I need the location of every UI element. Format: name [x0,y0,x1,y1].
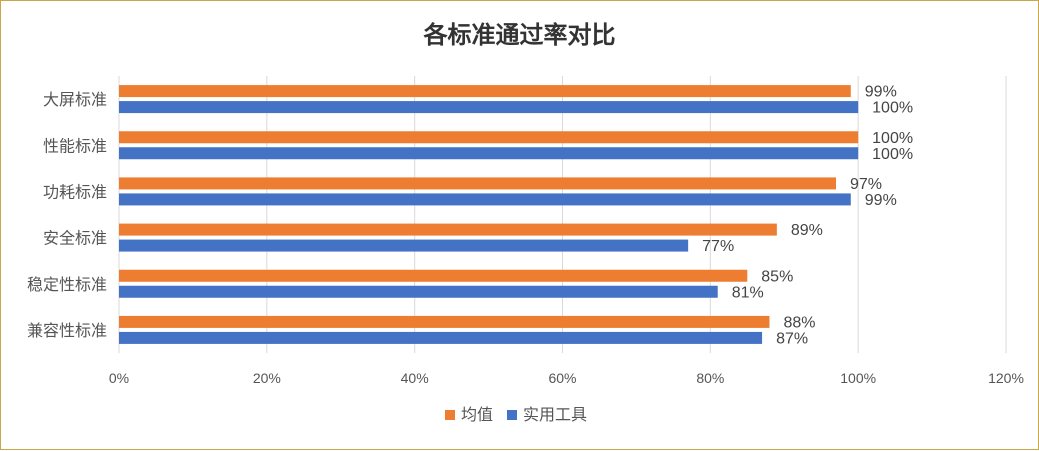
x-tick-label: 120% [988,370,1024,386]
x-tick-label: 0% [109,370,129,386]
data-label: 97% [850,176,882,193]
legend-swatch [507,410,517,420]
category-label: 大屏标准 [43,90,107,109]
data-label: 81% [732,284,764,301]
data-label: 88% [783,314,815,331]
data-label: 87% [776,330,808,347]
data-label: 100% [872,130,913,147]
bar [119,285,718,298]
legend-entry: 实用工具 [523,405,587,424]
chart-title: 各标准通过率对比 [423,20,616,49]
bar [119,177,836,190]
data-label: 100% [872,146,913,163]
bar [119,85,851,98]
x-tick-label: 100% [840,370,876,386]
x-tick-label: 80% [696,370,724,386]
bar [119,131,859,144]
data-label: 77% [702,238,734,255]
data-label: 100% [872,100,913,117]
category-label: 功耗标准 [43,182,107,201]
bar [119,101,859,114]
bar [119,269,748,282]
bar [119,331,763,344]
bar [119,193,851,206]
labels: 0% 20% 40% 60% 80% 100% 120%大屏标准 99%100%性能标准 100… [27,84,1024,386]
category-label: 兼容性标准 [27,321,107,340]
bar [119,239,689,252]
x-tick-label: 20% [253,370,281,386]
bar [119,315,770,328]
category-label: 性能标准 [43,136,107,155]
gridlines [118,76,1007,353]
category-label: 稳定性标准 [27,275,107,294]
data-label: 85% [761,268,793,285]
bars [119,85,859,344]
category-label: 安全标准 [43,229,107,248]
data-label: 89% [791,222,823,239]
legend-swatch [445,410,455,420]
x-tick-label: 60% [548,370,576,386]
x-tick-label: 40% [401,370,429,386]
data-label: 99% [865,84,897,101]
bar [119,147,859,160]
legend: 均值 实用工具 [445,405,587,424]
bar [119,223,777,236]
legend-entry: 均值 [461,405,493,424]
data-label: 99% [865,192,897,209]
